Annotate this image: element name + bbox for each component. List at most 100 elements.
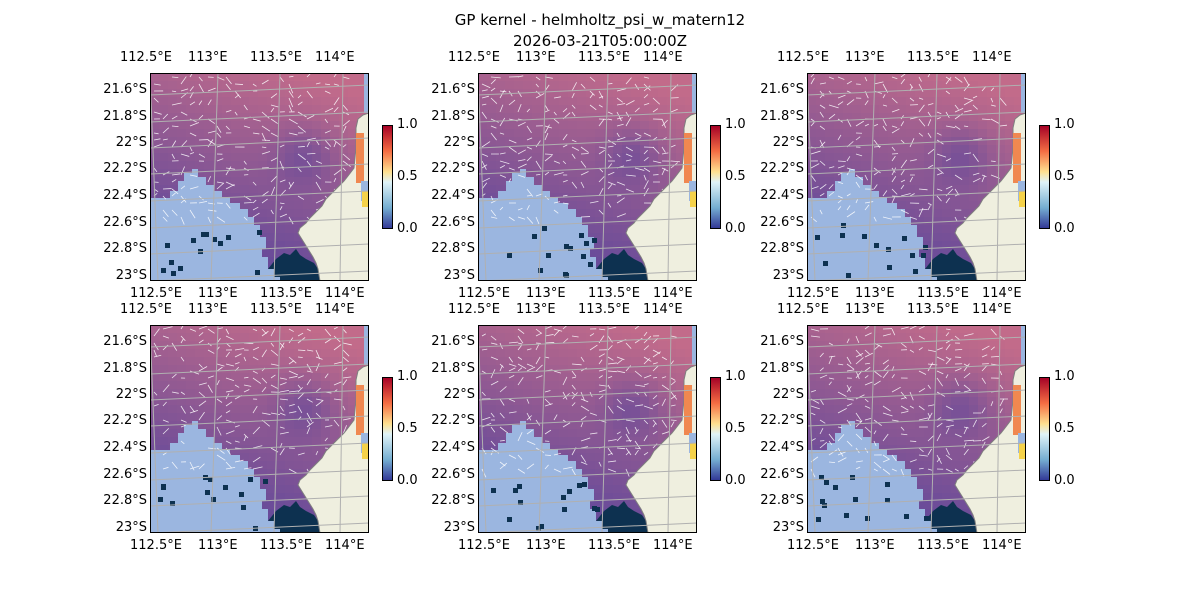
map-panel: 112.5°E 112.5°E 113°E 113°E 113.5°E 113.5°E 11…	[431, 299, 763, 553]
lat-tick-label: 23°S	[443, 520, 475, 535]
map-plot	[478, 73, 697, 281]
lat-tick-label: 22.4°S	[760, 188, 804, 203]
lat-tick-label: 22.2°S	[760, 413, 804, 428]
map-panel: 112.5°E 112.5°E 113°E 113°E 113.5°E 113.5°E 11…	[760, 299, 1092, 553]
colorbar-tick-label: 0.5	[725, 169, 746, 184]
lon-tick-label-top: 114°E	[315, 302, 355, 317]
lat-tick-label: 22.6°S	[760, 215, 804, 230]
lat-tick-label: 21.8°S	[431, 361, 475, 376]
lon-tick-label-bottom: 112.5°E	[458, 538, 510, 553]
lon-tick-label-top: 113.5°E	[907, 302, 959, 317]
lat-tick-label: 22.4°S	[431, 440, 475, 455]
lon-tick-label-top: 113°E	[516, 302, 556, 317]
lon-tick-label-top: 113.5°E	[250, 302, 302, 317]
lon-tick-label-bottom: 114°E	[982, 286, 1022, 301]
lon-tick-label-bottom: 113.5°E	[588, 538, 640, 553]
colorbar-tick-label: 0.5	[725, 421, 746, 436]
colorbar-tick-label: 0.0	[725, 221, 746, 236]
lon-tick-label-bottom: 114°E	[325, 286, 365, 301]
lon-tick-label-bottom: 113.5°E	[260, 538, 312, 553]
lon-tick-label-bottom: 112.5°E	[787, 286, 839, 301]
lat-tick-label: 21.8°S	[431, 109, 475, 124]
lon-tick-label-top: 114°E	[643, 302, 683, 317]
map-frame	[807, 73, 1026, 281]
lat-tick-label: 22.4°S	[760, 440, 804, 455]
lon-tick-label-top: 113°E	[188, 302, 228, 317]
colorbar: 0.0 0.5 1.0	[1039, 370, 1075, 488]
map-panel: 112.5°E 112.5°E 113°E 113°E 113.5°E 113.5°E 11…	[760, 47, 1092, 301]
flow-vectors	[153, 73, 351, 225]
lon-tick-label-top: 112.5°E	[448, 302, 500, 317]
colorbar-tick-label: 0.0	[397, 473, 418, 488]
lat-tick-label: 21.8°S	[760, 109, 804, 124]
lon-tick-label-bottom: 113.5°E	[917, 286, 969, 301]
map-frame	[150, 73, 369, 281]
lat-tick-label: 22.6°S	[103, 215, 147, 230]
lat-tick-label: 22°S	[443, 135, 475, 150]
lat-tick-label: 23°S	[772, 520, 804, 535]
lat-tick-label: 23°S	[772, 268, 804, 283]
map-frame	[150, 325, 369, 533]
lon-tick-label-top: 113.5°E	[578, 302, 630, 317]
map-panel: 112.5°E 112.5°E 113°E 113°E 113.5°E 113.5°E 11…	[103, 47, 435, 301]
lon-tick-label-top: 112.5°E	[777, 50, 829, 65]
colorbar-tick-label: 1.0	[397, 117, 418, 132]
flow-vectors	[481, 325, 678, 478]
colorbar: 0.0 0.5 1.0	[1039, 118, 1075, 236]
colorbar: 0.0 0.5 1.0	[382, 118, 418, 236]
lon-tick-label-top: 113.5°E	[250, 50, 302, 65]
lon-tick-label-top: 112.5°E	[777, 302, 829, 317]
lon-tick-label-bottom: 113°E	[526, 286, 566, 301]
lat-tick-label: 21.6°S	[103, 334, 147, 349]
lon-tick-label-bottom: 113°E	[855, 286, 895, 301]
lon-tick-label-top: 113.5°E	[907, 50, 959, 65]
colorbar-tick-label: 1.0	[397, 369, 418, 384]
lon-tick-label-bottom: 114°E	[325, 538, 365, 553]
map-plot	[807, 73, 1026, 281]
graticule	[807, 325, 1026, 533]
lat-tick-label: 22.2°S	[103, 413, 147, 428]
figure-subtitle: 2026-03-21T05:00:00Z	[513, 32, 687, 50]
colorbar-tick-label: 0.5	[397, 421, 418, 436]
colorbar-tick-label: 0.0	[1054, 473, 1075, 488]
shallow-water-patch	[268, 249, 320, 281]
colorbar-tick-label: 1.0	[1054, 369, 1075, 384]
colorbar-tick-label: 0.5	[1054, 421, 1075, 436]
map-plot	[150, 325, 369, 533]
map-panel: 112.5°E 112.5°E 113°E 113°E 113.5°E 113.5°E 11…	[431, 47, 763, 301]
colorbar-tick-label: 0.0	[397, 221, 418, 236]
colorbar-tick-label: 1.0	[725, 117, 746, 132]
lat-tick-label: 22.8°S	[431, 241, 475, 256]
graticule	[478, 325, 697, 533]
lon-tick-label-top: 114°E	[972, 50, 1012, 65]
lat-tick-label: 22.6°S	[103, 467, 147, 482]
graticule	[478, 73, 697, 281]
lat-tick-label: 22.8°S	[760, 241, 804, 256]
flow-vectors	[153, 325, 352, 476]
lon-tick-label-bottom: 113°E	[198, 538, 238, 553]
lon-tick-label-top: 113°E	[845, 302, 885, 317]
lon-tick-label-top: 113°E	[516, 50, 556, 65]
lon-tick-label-bottom: 114°E	[653, 286, 693, 301]
colorbar-tick-label: 0.0	[1054, 221, 1075, 236]
lat-tick-label: 21.6°S	[431, 82, 475, 97]
graticule	[150, 325, 369, 533]
lat-tick-label: 23°S	[115, 520, 147, 535]
map-frame	[807, 325, 1026, 533]
colorbar: 0.0 0.5 1.0	[710, 118, 746, 236]
lon-tick-label-top: 114°E	[972, 302, 1012, 317]
lat-tick-label: 22.2°S	[103, 161, 147, 176]
lon-tick-label-bottom: 112.5°E	[130, 538, 182, 553]
lat-tick-label: 22°S	[772, 387, 804, 402]
lat-tick-label: 21.8°S	[103, 109, 147, 124]
lat-tick-label: 21.8°S	[760, 361, 804, 376]
graticule	[150, 73, 369, 281]
lon-tick-label-top: 114°E	[643, 50, 683, 65]
lon-tick-label-top: 112.5°E	[120, 50, 172, 65]
lat-tick-label: 22.4°S	[431, 188, 475, 203]
shallow-water-patch	[925, 501, 977, 533]
map-plot	[807, 325, 1026, 533]
lat-tick-label: 22.8°S	[760, 493, 804, 508]
lat-tick-label: 22.2°S	[431, 413, 475, 428]
lat-tick-label: 22.8°S	[431, 493, 475, 508]
